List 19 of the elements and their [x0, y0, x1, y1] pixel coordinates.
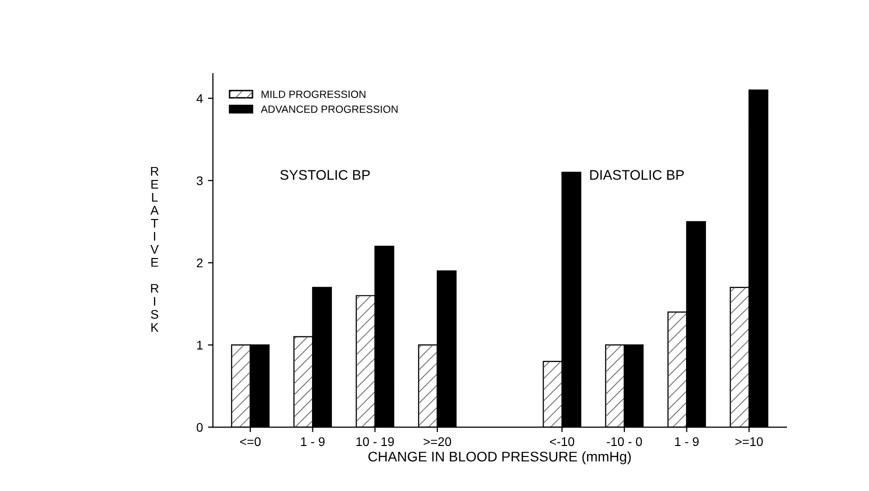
y-tick-label: 4 [196, 94, 203, 103]
x-tick-label: 1 - 9 [301, 437, 325, 446]
y-tick-label: 3 [196, 176, 203, 186]
x-tick-label: <=0 [240, 437, 261, 446]
annotation: SYSTOLIC BP [280, 170, 370, 180]
x-tick-label: 10 - 19 [356, 437, 394, 446]
x-tick-label: >=10 [735, 437, 763, 446]
x-axis-title: CHANGE IN BLOOD PRESSURE (mmHg) [368, 451, 631, 464]
x-tick-label: 1 - 9 [675, 437, 699, 446]
legend-label: MILD PROGRESSION [262, 90, 366, 98]
x-tick-label: -10 - 0 [606, 437, 642, 446]
y-tick-label: 0 [196, 422, 203, 432]
y-tick-label: 1 [197, 340, 203, 350]
x-tick-label: <-10 [550, 437, 574, 446]
annotation: DIASTOLIC BP [590, 170, 684, 180]
y-tick-label: 2 [196, 258, 203, 268]
x-tick-label: >=20 [424, 437, 452, 446]
legend-label: ADVANCED PROGRESSION [260, 106, 398, 113]
text: RELATIVE RISK [150, 166, 159, 332]
